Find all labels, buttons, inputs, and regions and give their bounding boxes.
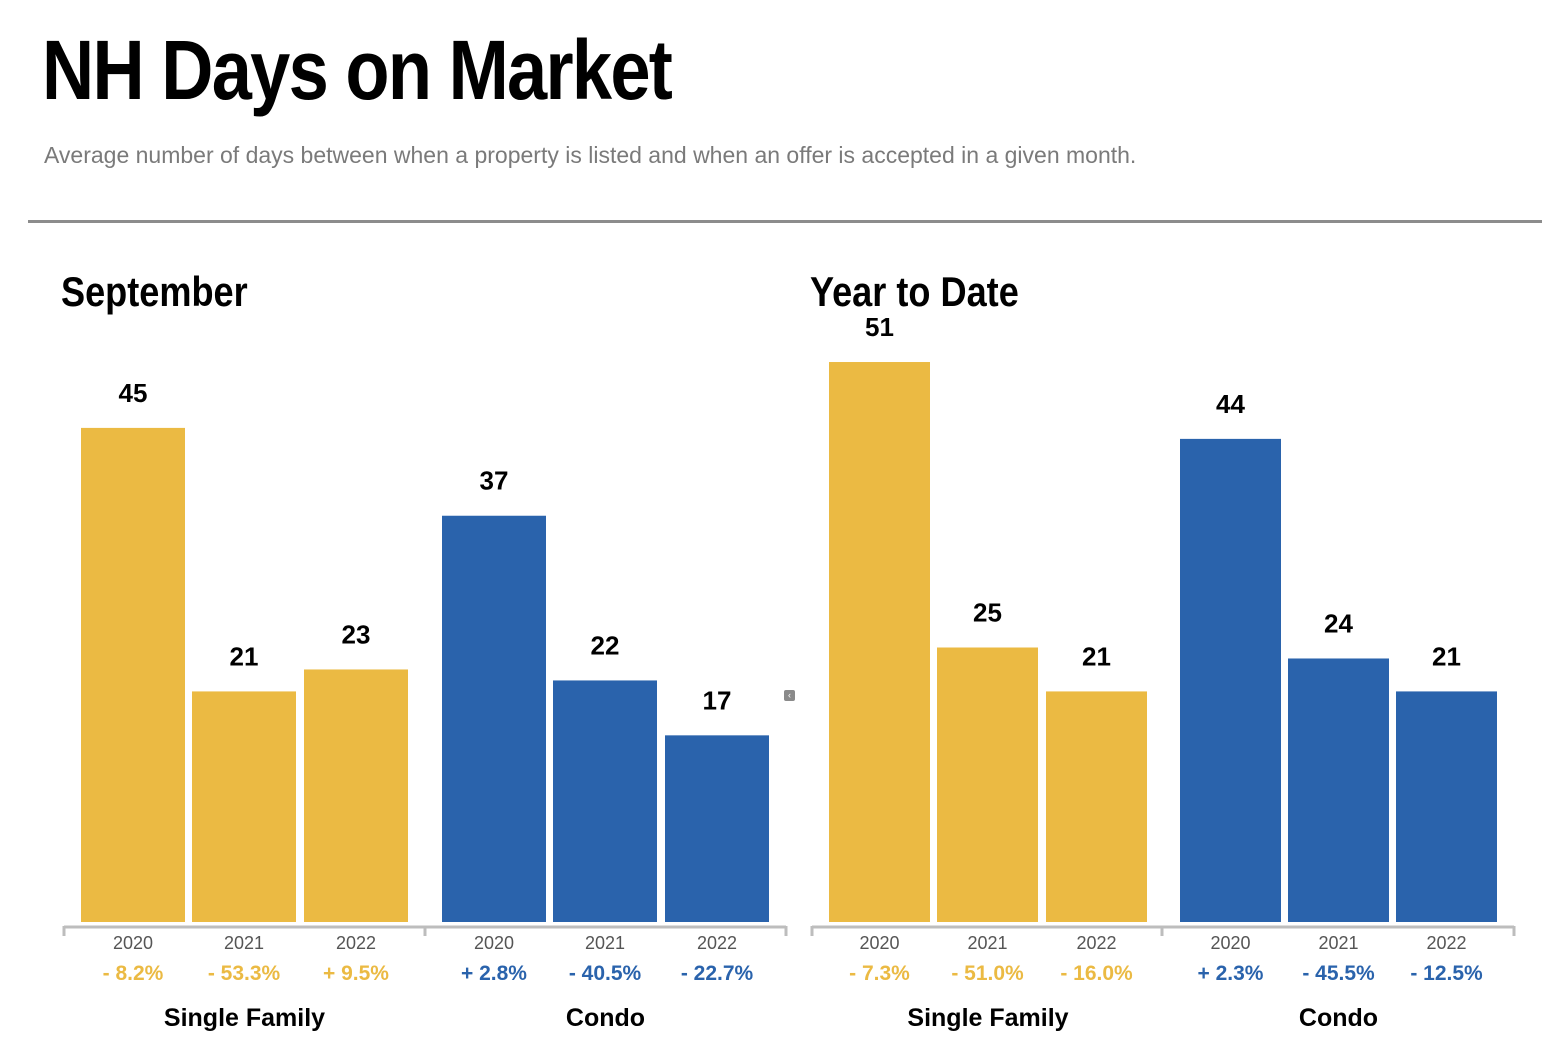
bar-value-label: 37	[480, 466, 509, 496]
year-tick-label: 2022	[697, 933, 737, 953]
percent-change-label: + 9.5%	[323, 962, 389, 985]
bar-value-label: 21	[1082, 641, 1111, 671]
year-tick-label: 2020	[859, 933, 899, 953]
bar-value-label: 24	[1324, 608, 1353, 638]
bar-value-label: 25	[973, 598, 1002, 628]
percent-change-label: + 2.8%	[461, 962, 527, 985]
chart-title-september: September	[61, 268, 248, 315]
bar-value-label: 44	[1216, 389, 1245, 419]
bar-value-label: 45	[119, 378, 148, 408]
year-tick-label: 2022	[1076, 933, 1116, 953]
bar-condo-2020	[1180, 438, 1281, 922]
percent-change-label: - 8.2%	[103, 962, 164, 985]
year-tick-label: 2021	[1318, 933, 1358, 953]
percent-change-label: - 51.0%	[951, 962, 1024, 985]
page-subtitle: Average number of days between when a pr…	[44, 142, 1137, 168]
series-group-label: Single Family	[907, 1004, 1068, 1032]
bar-single-family-2020	[829, 362, 930, 922]
bar-condo-2021	[553, 680, 657, 922]
percent-change-label: + 2.3%	[1198, 962, 1264, 985]
series-group-label: Condo	[566, 1004, 645, 1032]
year-tick-label: 2021	[585, 933, 625, 953]
percent-change-label: - 16.0%	[1060, 962, 1133, 985]
bar-single-family-2021	[937, 647, 1038, 922]
percent-change-label: - 53.3%	[208, 962, 281, 985]
series-group-label: Single Family	[164, 1004, 325, 1032]
year-tick-label: 2021	[967, 933, 1007, 953]
percent-change-label: - 12.5%	[1410, 962, 1483, 985]
bar-single-family-2021	[192, 691, 296, 922]
bar-condo-2020	[442, 515, 546, 922]
percent-change-label: - 7.3%	[849, 962, 910, 985]
year-tick-label: 2022	[336, 933, 376, 953]
year-tick-label: 2020	[474, 933, 514, 953]
collapse-handle-icon[interactable]: ‹	[784, 690, 795, 701]
percent-change-label: - 40.5%	[569, 962, 642, 985]
year-tick-label: 2020	[113, 933, 153, 953]
series-group-label: Condo	[1299, 1004, 1378, 1032]
chart-title-year-to-date: Year to Date	[810, 268, 1019, 315]
bar-value-label: 21	[230, 641, 259, 671]
bar-single-family-2022	[1046, 691, 1147, 922]
bar-value-label: 17	[703, 685, 732, 715]
bar-condo-2022	[1396, 691, 1497, 922]
bar-value-label: 51	[865, 312, 894, 342]
bar-value-label: 23	[342, 619, 371, 649]
bar-condo-2022	[665, 735, 769, 922]
year-tick-label: 2022	[1426, 933, 1466, 953]
bar-condo-2021	[1288, 658, 1389, 922]
header-divider	[28, 220, 1542, 223]
year-tick-label: 2021	[224, 933, 264, 953]
year-tick-label: 2020	[1210, 933, 1250, 953]
percent-change-label: - 45.5%	[1302, 962, 1375, 985]
bar-value-label: 22	[591, 630, 620, 660]
bar-value-label: 21	[1432, 641, 1461, 671]
bar-single-family-2020	[81, 427, 185, 922]
page-title: NH Days on Market	[42, 23, 673, 117]
bar-single-family-2022	[304, 669, 408, 922]
percent-change-label: - 22.7%	[681, 962, 754, 985]
